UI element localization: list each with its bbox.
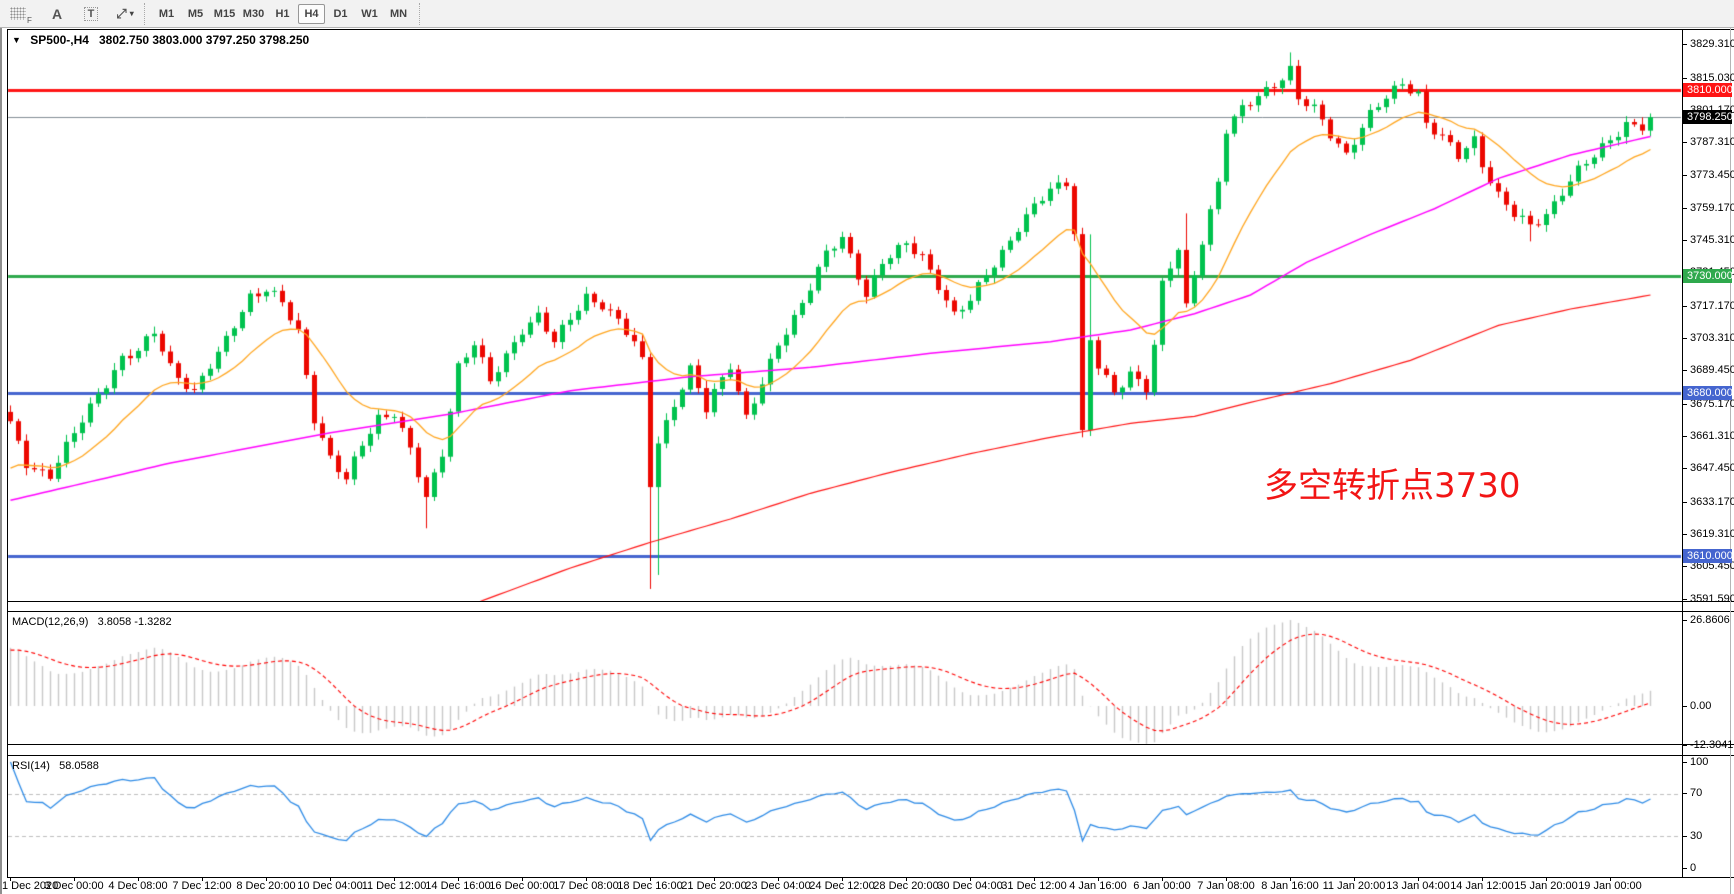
- trading-terminal-window: F A T ⤢ ▾ M1M5M15M30H1H4D1W1MN ▼ SP500-,…: [0, 0, 1734, 894]
- price-chart-canvas[interactable]: [0, 0, 1734, 894]
